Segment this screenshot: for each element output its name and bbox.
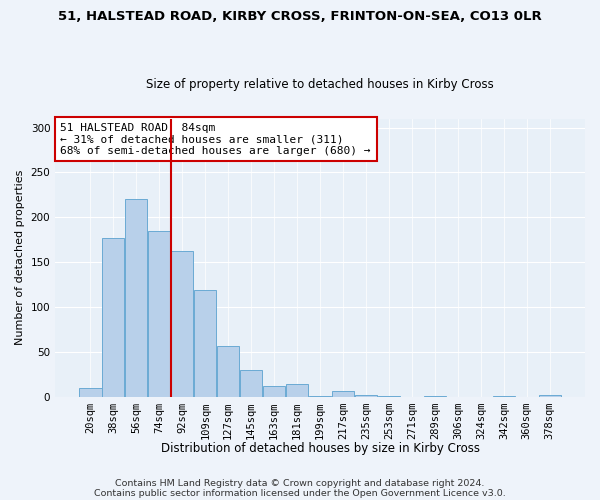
Bar: [286, 384, 308, 397]
Bar: [355, 395, 377, 397]
Bar: [424, 396, 446, 397]
Bar: [263, 386, 285, 397]
Text: 51, HALSTEAD ROAD, KIRBY CROSS, FRINTON-ON-SEA, CO13 0LR: 51, HALSTEAD ROAD, KIRBY CROSS, FRINTON-…: [58, 10, 542, 23]
Bar: [493, 396, 515, 397]
X-axis label: Distribution of detached houses by size in Kirby Cross: Distribution of detached houses by size …: [161, 442, 479, 455]
Bar: [309, 396, 331, 397]
Title: Size of property relative to detached houses in Kirby Cross: Size of property relative to detached ho…: [146, 78, 494, 91]
Bar: [332, 390, 354, 397]
Bar: [148, 231, 170, 397]
Text: Contains HM Land Registry data © Crown copyright and database right 2024.: Contains HM Land Registry data © Crown c…: [115, 478, 485, 488]
Bar: [79, 388, 101, 397]
Bar: [378, 396, 400, 397]
Text: 51 HALSTEAD ROAD: 84sqm
← 31% of detached houses are smaller (311)
68% of semi-d: 51 HALSTEAD ROAD: 84sqm ← 31% of detache…: [61, 122, 371, 156]
Bar: [171, 250, 193, 397]
Bar: [539, 395, 561, 397]
Y-axis label: Number of detached properties: Number of detached properties: [15, 170, 25, 346]
Bar: [194, 290, 217, 397]
Bar: [217, 346, 239, 397]
Text: Contains public sector information licensed under the Open Government Licence v3: Contains public sector information licen…: [94, 488, 506, 498]
Bar: [125, 200, 148, 397]
Bar: [102, 238, 124, 397]
Bar: [240, 370, 262, 397]
